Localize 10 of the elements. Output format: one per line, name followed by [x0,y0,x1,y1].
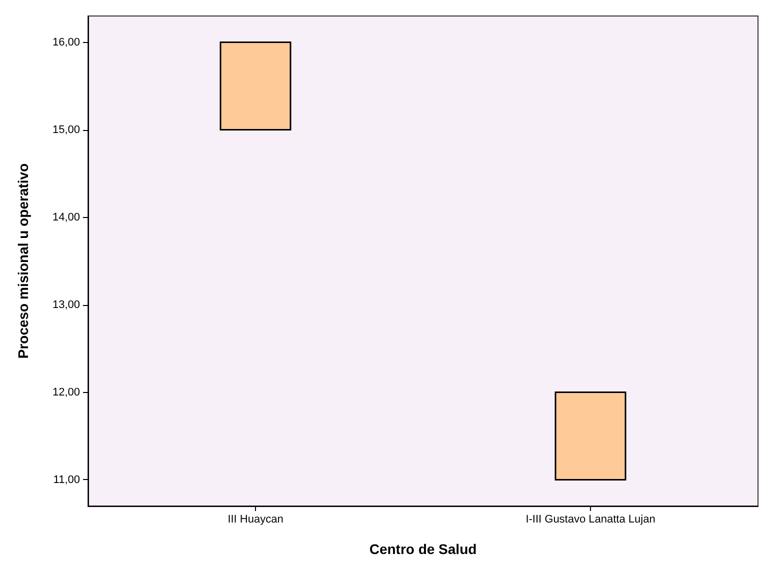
y-tick-label: 14,00 [52,211,80,224]
y-tick-label: 11,00 [53,474,80,486]
y-tick-label: 13,00 [52,298,80,311]
x-axis-title: Centro de Salud [369,541,477,557]
y-tick-label: 16,00 [52,36,80,48]
y-tick-label: 12,00 [52,386,80,398]
y-axis-title: Proceso misional u operativo [15,163,31,359]
y-tick-label: 15,00 [52,124,80,136]
x-tick-label: III Huaycan [228,514,284,526]
x-tick-label: I-III Gustavo Lanatta Lujan [526,514,656,526]
